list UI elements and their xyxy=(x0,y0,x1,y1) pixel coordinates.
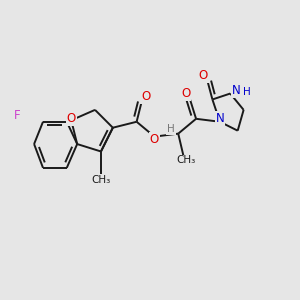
Text: CH₃: CH₃ xyxy=(176,155,195,165)
Text: O: O xyxy=(150,133,159,146)
Text: O: O xyxy=(141,90,150,103)
Text: F: F xyxy=(14,109,20,122)
Text: H: H xyxy=(167,124,175,134)
Text: CH₃: CH₃ xyxy=(91,175,111,185)
Text: O: O xyxy=(199,69,208,82)
Text: N: N xyxy=(232,84,241,97)
Text: H: H xyxy=(243,87,250,97)
Text: O: O xyxy=(67,112,76,125)
Text: N: N xyxy=(215,112,224,125)
Text: O: O xyxy=(181,87,190,100)
